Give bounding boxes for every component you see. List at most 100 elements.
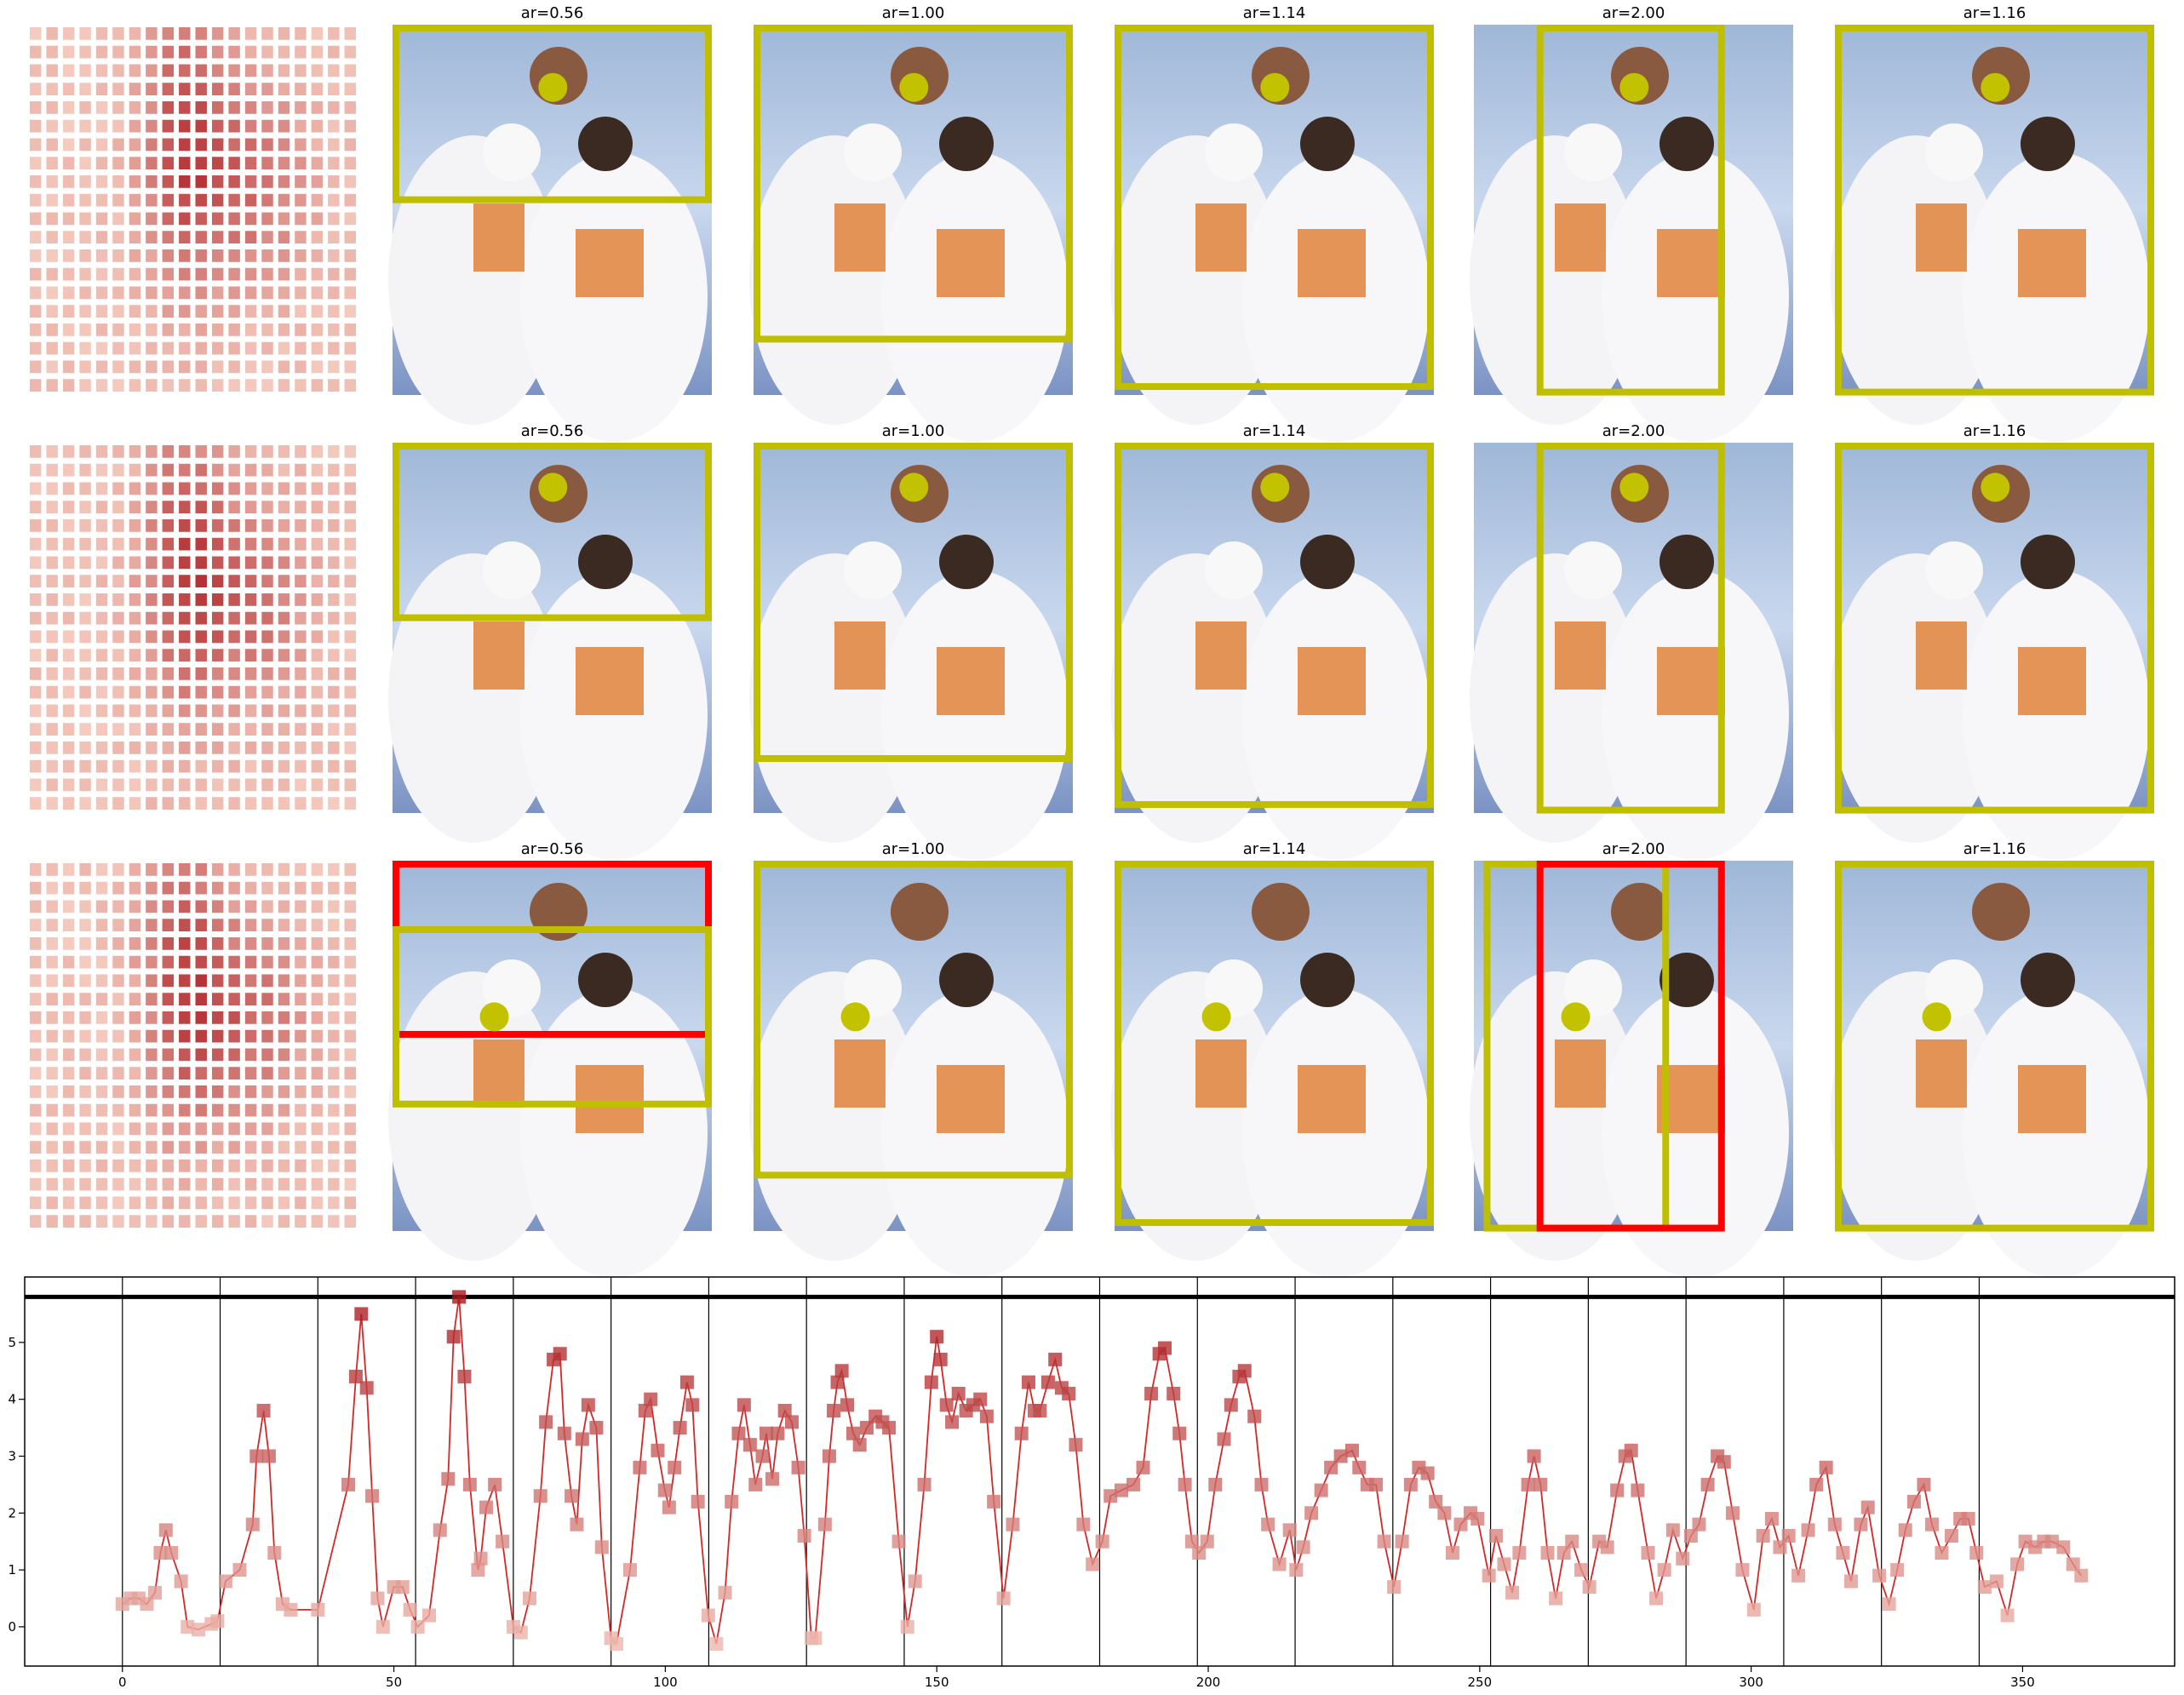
heatmap-cell xyxy=(95,267,108,281)
heatmap-cell xyxy=(278,974,290,988)
heatmap-cell xyxy=(112,575,124,587)
heatmap-cell xyxy=(129,231,141,243)
heatmap-cell xyxy=(179,974,191,988)
heatmap-cell xyxy=(261,742,273,754)
heatmap-cell xyxy=(278,1103,290,1117)
heatmap-cell xyxy=(328,881,340,895)
heatmap-cell xyxy=(146,1141,158,1154)
heatmap-cell xyxy=(228,341,240,355)
heatmap-cell xyxy=(162,1103,175,1117)
y-tick-label: 4 xyxy=(8,1392,16,1407)
marker xyxy=(1136,1460,1150,1475)
heatmap-cell xyxy=(328,1141,340,1154)
marker xyxy=(1069,1438,1083,1452)
heatmap-cell xyxy=(328,193,340,207)
heatmap-cell xyxy=(328,212,340,226)
heatmap-cell xyxy=(311,482,324,495)
heatmap-cell xyxy=(211,1215,224,1228)
heatmap-cell xyxy=(112,212,124,226)
heatmap-cell xyxy=(95,1085,108,1098)
heatmap-cell xyxy=(228,556,240,570)
marker xyxy=(1167,1386,1181,1400)
heatmap-cell xyxy=(344,667,356,680)
heatmap-cell xyxy=(112,1067,124,1079)
heatmap-cell xyxy=(328,1122,340,1136)
heatmap-cell xyxy=(344,742,356,754)
marker xyxy=(1944,1528,1958,1543)
heatmap-cell xyxy=(311,1122,324,1136)
marker xyxy=(1935,1546,1949,1560)
heatmap-cell xyxy=(344,379,356,392)
heatmap-cell xyxy=(211,575,224,587)
heatmap-cell xyxy=(179,556,191,570)
heatmap-cell xyxy=(129,101,141,114)
marker xyxy=(1224,1398,1238,1412)
heatmap-cell xyxy=(162,1141,175,1154)
heatmap-cell xyxy=(278,759,290,773)
marker xyxy=(1344,1443,1359,1457)
heatmap-cell xyxy=(295,1067,307,1079)
heatmap-cell xyxy=(278,630,290,644)
head xyxy=(483,123,541,181)
number xyxy=(576,229,644,297)
heatmap-cell xyxy=(129,704,141,718)
heatmap-cell xyxy=(195,778,207,792)
marker xyxy=(685,1398,700,1412)
heatmap-cell xyxy=(46,881,58,895)
heatmap-cell xyxy=(112,937,124,950)
heatmap-cell xyxy=(162,863,175,876)
heatmap-cell xyxy=(311,742,324,754)
marker xyxy=(1549,1591,1563,1606)
heatmap-cell xyxy=(179,64,191,77)
heatmap-cell xyxy=(261,1067,273,1079)
marker xyxy=(1521,1477,1535,1492)
heatmap-cell xyxy=(328,1067,340,1079)
head xyxy=(1300,117,1355,171)
heatmap-cell xyxy=(146,482,158,495)
heatmap-cell xyxy=(261,249,273,262)
marker xyxy=(1692,1517,1706,1532)
heatmap-cell xyxy=(46,1122,58,1136)
heatmap-cell xyxy=(311,1196,324,1210)
heatmap-cell xyxy=(278,157,290,169)
marker xyxy=(348,1369,363,1383)
heatmap-cell xyxy=(179,759,191,773)
heatmap-cell xyxy=(112,1160,124,1172)
heatmap-cell xyxy=(228,630,240,644)
heatmap-cell xyxy=(129,119,141,133)
heatmap-cell xyxy=(62,955,75,969)
heatmap-cell xyxy=(79,119,91,133)
heatmap-cell xyxy=(162,704,175,718)
heatmap-cell xyxy=(129,881,141,895)
heatmap-cell xyxy=(112,341,124,355)
heatmap-cell xyxy=(62,797,75,810)
heatmap-cell xyxy=(179,1141,191,1154)
heatmap-cell xyxy=(295,649,307,661)
heatmap-cell xyxy=(179,1196,191,1210)
photo-panel xyxy=(1110,25,1434,442)
heatmap-cell xyxy=(46,463,58,477)
marker xyxy=(471,1563,485,1578)
heatmap-cell xyxy=(79,231,91,243)
heatmap-cell xyxy=(30,83,42,95)
heatmap-cell xyxy=(228,119,240,133)
heatmap-cell xyxy=(129,1103,141,1117)
heatmap-cell xyxy=(146,1215,158,1228)
heatmap-cell xyxy=(328,993,340,1005)
heatmap-cell xyxy=(62,1067,75,1079)
heatmap-cell xyxy=(46,501,58,513)
marker xyxy=(852,1438,867,1452)
marker xyxy=(651,1443,665,1457)
marker xyxy=(900,1619,914,1634)
heatmap-cell xyxy=(244,955,257,969)
number xyxy=(473,203,525,272)
heatmap-cell xyxy=(261,937,273,950)
heatmap-cell xyxy=(261,797,273,810)
heatmap-cell xyxy=(112,1141,124,1154)
heatmap-cell xyxy=(95,249,108,262)
heatmap-cell xyxy=(211,937,224,950)
marker xyxy=(1437,1506,1452,1520)
heatmap-cell xyxy=(311,611,324,625)
marker xyxy=(791,1460,805,1475)
heatmap-cell xyxy=(244,175,257,188)
